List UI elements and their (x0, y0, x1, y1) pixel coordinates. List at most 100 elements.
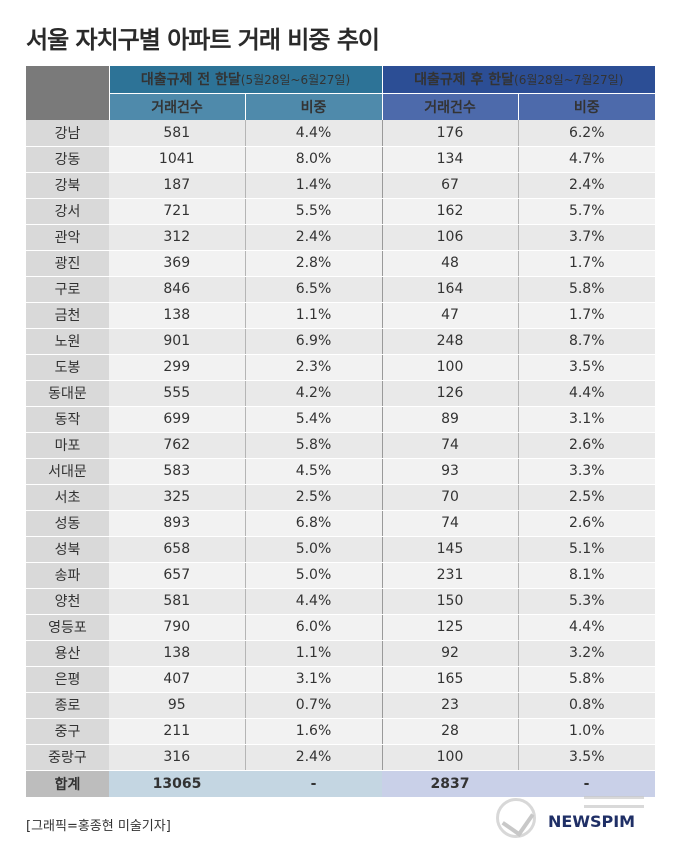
after-count-cell: 23 (381, 692, 518, 719)
table-row: 강남 581 4.4% 176 6.2% (26, 120, 655, 147)
total-after-share-cell: - (518, 769, 655, 797)
after-count-cell: 134 (381, 146, 518, 173)
before-share-cell: 1.1% (244, 640, 382, 667)
after-count-cell: 48 (381, 250, 518, 277)
after-count-cell: 28 (381, 718, 518, 745)
after-share-cell: 1.0% (517, 718, 655, 745)
table-row: 동작 699 5.4% 89 3.1% (26, 406, 655, 433)
district-cell: 성북 (26, 536, 109, 563)
table-row: 노원 901 6.9% 248 8.7% (26, 328, 655, 355)
before-count-cell: 901 (109, 328, 245, 355)
transaction-table: 대출규제 전 한달(5월28일~6월27일) 대출규제 후 한달(6월28일~7… (26, 66, 655, 797)
after-share-cell: 1.7% (517, 250, 655, 277)
after-share-cell: 5.8% (517, 666, 655, 693)
newspim-seal-icon (496, 798, 536, 838)
col-header-after-share: 비중 (517, 92, 655, 120)
table-row: 구로 846 6.5% 164 5.8% (26, 276, 655, 303)
before-count-cell: 790 (109, 614, 245, 641)
table-row: 중랑구 316 2.4% 100 3.5% (26, 744, 655, 771)
table-row: 은평 407 3.1% 165 5.8% (26, 666, 655, 693)
before-range: (5월28일~6월27일) (240, 73, 351, 88)
before-share-cell: 5.8% (244, 432, 382, 459)
before-count-cell: 316 (109, 744, 245, 771)
page-title: 서울 자치구별 아파트 거래 비중 추이 (26, 26, 380, 54)
before-share-cell: 6.9% (244, 328, 382, 355)
before-count-cell: 699 (109, 406, 245, 433)
district-cell: 양천 (26, 588, 109, 615)
district-cell: 관악 (26, 224, 109, 251)
before-share-cell: 6.5% (244, 276, 382, 303)
before-count-cell: 581 (109, 120, 245, 147)
logo-wordmark: NEWSPIM (548, 812, 636, 831)
table-row: 송파 657 5.0% 231 8.1% (26, 562, 655, 589)
total-row: 합계 13065-2837- (26, 769, 655, 797)
district-cell: 강서 (26, 198, 109, 225)
district-cell: 구로 (26, 276, 109, 303)
before-share-cell: 5.4% (244, 406, 382, 433)
before-count-cell: 893 (109, 510, 245, 537)
sub-header-row: 거래건수 비중 거래건수 비중 (26, 92, 655, 120)
before-share-cell: 4.2% (244, 380, 382, 407)
after-count-cell: 150 (381, 588, 518, 615)
after-count-cell: 248 (381, 328, 518, 355)
after-count-cell: 70 (381, 484, 518, 511)
total-before-share-cell: - (245, 769, 382, 797)
district-cell: 종로 (26, 692, 109, 719)
before-share-cell: 1.6% (244, 718, 382, 745)
table-row: 강동 1041 8.0% 134 4.7% (26, 146, 655, 173)
after-share-cell: 1.7% (517, 302, 655, 329)
table-row: 양천 581 4.4% 150 5.3% (26, 588, 655, 615)
group-header-after: 대출규제 후 한달(6월28일~7월27일) (381, 66, 655, 93)
table-row: 서대문 583 4.5% 93 3.3% (26, 458, 655, 485)
table-row: 서초 325 2.5% 70 2.5% (26, 484, 655, 511)
total-before-count-cell: 13065 (109, 769, 245, 797)
before-count-cell: 657 (109, 562, 245, 589)
before-count-cell: 95 (109, 692, 245, 719)
before-share-cell: 2.4% (244, 224, 382, 251)
total-after-count-cell: 2837 (382, 769, 518, 797)
table-row: 금천 138 1.1% 47 1.7% (26, 302, 655, 329)
before-count-cell: 187 (109, 172, 245, 199)
before-count-cell: 325 (109, 484, 245, 511)
col-header-before-share: 비중 (244, 92, 382, 120)
after-share-cell: 3.5% (517, 354, 655, 381)
after-share-cell: 2.5% (517, 484, 655, 511)
after-share-cell: 2.6% (517, 432, 655, 459)
table-row: 영등포 790 6.0% 125 4.4% (26, 614, 655, 641)
after-count-cell: 100 (381, 744, 518, 771)
after-share-cell: 5.7% (517, 198, 655, 225)
after-count-cell: 47 (381, 302, 518, 329)
before-share-cell: 8.0% (244, 146, 382, 173)
before-share-cell: 6.8% (244, 510, 382, 537)
table-row: 마포 762 5.8% 74 2.6% (26, 432, 655, 459)
district-cell: 중랑구 (26, 744, 109, 771)
after-share-cell: 4.7% (517, 146, 655, 173)
before-share-cell: 3.1% (244, 666, 382, 693)
district-cell: 서대문 (26, 458, 109, 485)
after-count-cell: 125 (381, 614, 518, 641)
after-share-cell: 2.6% (517, 510, 655, 537)
before-share-cell: 5.0% (244, 562, 382, 589)
before-count-cell: 1041 (109, 146, 245, 173)
after-count-cell: 165 (381, 666, 518, 693)
before-share-cell: 2.5% (244, 484, 382, 511)
district-cell: 도봉 (26, 354, 109, 381)
district-cell: 영등포 (26, 614, 109, 641)
district-cell: 광진 (26, 250, 109, 277)
after-label: 대출규제 후 한달 (414, 72, 515, 89)
table-row: 동대문 555 4.2% 126 4.4% (26, 380, 655, 407)
district-cell: 강남 (26, 120, 109, 147)
before-count-cell: 583 (109, 458, 245, 485)
district-cell: 마포 (26, 432, 109, 459)
before-share-cell: 1.4% (244, 172, 382, 199)
table-row: 성동 893 6.8% 74 2.6% (26, 510, 655, 537)
after-count-cell: 176 (381, 120, 518, 147)
before-share-cell: 4.4% (244, 588, 382, 615)
after-count-cell: 74 (381, 432, 518, 459)
district-cell: 서초 (26, 484, 109, 511)
col-header-before-count: 거래건수 (108, 92, 245, 120)
table-row: 관악 312 2.4% 106 3.7% (26, 224, 655, 251)
table-row: 성북 658 5.0% 145 5.1% (26, 536, 655, 563)
after-count-cell: 164 (381, 276, 518, 303)
total-label-cell: 합계 (26, 769, 109, 797)
